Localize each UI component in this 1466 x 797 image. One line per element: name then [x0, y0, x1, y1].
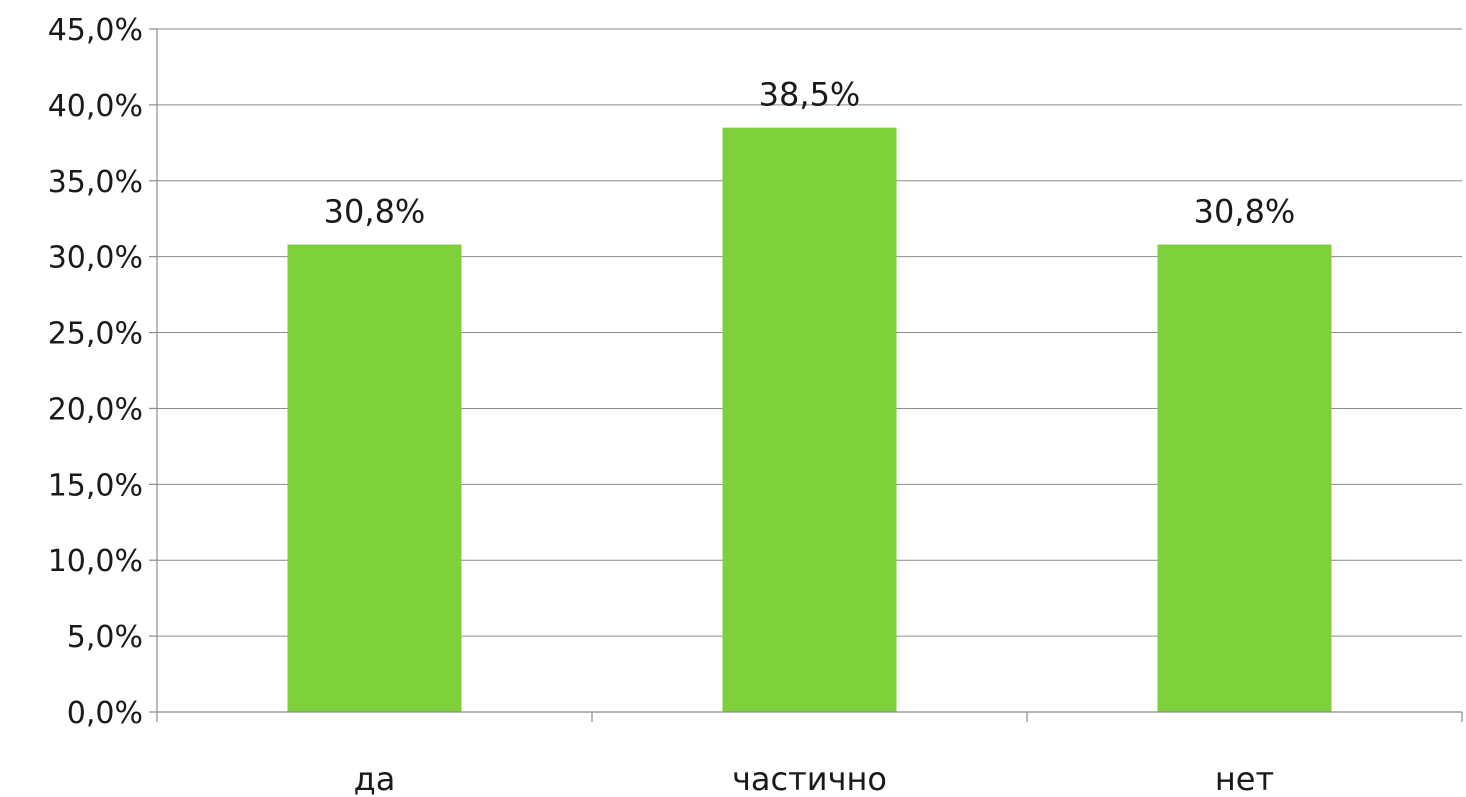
y-tick-label-2: 10,0% — [48, 544, 143, 579]
bar-0 — [287, 244, 462, 712]
axes — [149, 28, 1463, 722]
y-axis-tick-labels: 0,0% 5,0% 10,0% 15,0% 20,0% 25,0% 30,0% 35,0% 40… — [48, 13, 143, 731]
x-axis-tick-labels: да частично нет — [354, 760, 1274, 797]
x-tick-label-0: да — [354, 760, 396, 797]
data-label-0: 30,8% — [324, 193, 426, 231]
data-labels: 30,8% 38,5% 30,8% — [324, 76, 1296, 231]
y-tick-label-0: 0,0% — [67, 696, 143, 731]
y-tick-label-1: 5,0% — [67, 620, 143, 655]
y-tick-label-4: 20,0% — [48, 392, 143, 427]
bar-2 — [1157, 244, 1332, 712]
y-tick-label-8: 40,0% — [48, 89, 143, 124]
y-tick-label-3: 15,0% — [48, 468, 143, 503]
x-tick-label-2: нет — [1215, 760, 1274, 797]
y-tick-label-9: 45,0% — [48, 13, 143, 48]
bar-1 — [722, 127, 897, 712]
data-label-2: 30,8% — [1194, 193, 1296, 231]
y-tick-label-5: 25,0% — [48, 317, 143, 352]
data-label-1: 38,5% — [759, 76, 861, 114]
y-tick-label-7: 35,0% — [48, 165, 143, 200]
x-tick-label-1: частично — [732, 760, 887, 797]
bars — [287, 127, 1332, 712]
y-tick-label-6: 30,0% — [48, 241, 143, 276]
